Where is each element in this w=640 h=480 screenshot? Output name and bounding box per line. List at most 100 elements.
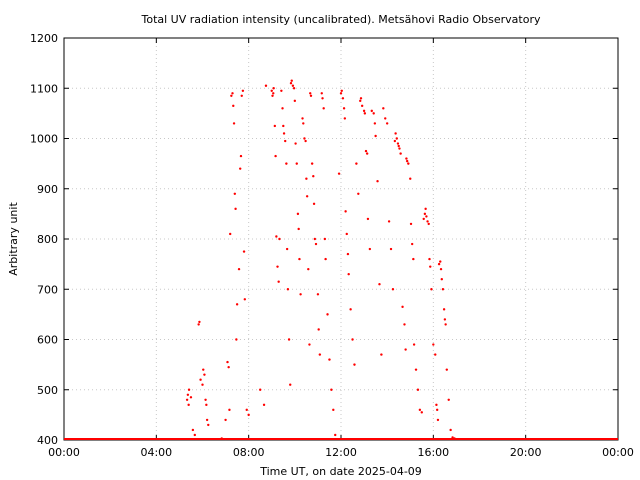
data-point (205, 403, 208, 407)
data-point (427, 222, 430, 226)
data-point (241, 89, 245, 92)
data-point (273, 124, 277, 128)
data-point (277, 280, 280, 283)
data-point (378, 283, 381, 286)
data-point (353, 363, 356, 366)
data-point (207, 423, 210, 427)
data-point (351, 338, 354, 341)
data-point (437, 262, 441, 266)
data-point (312, 202, 316, 206)
y-tick-label: 700 (37, 283, 58, 296)
data-point (289, 383, 292, 386)
x-tick-label: 20:00 (510, 446, 542, 459)
data-point (404, 348, 407, 351)
data-point (198, 320, 201, 324)
data-point (245, 408, 248, 412)
data-point (187, 403, 190, 407)
data-point (301, 117, 304, 120)
data-point (224, 418, 227, 422)
data-point (296, 212, 300, 216)
data-point (305, 177, 308, 180)
data-point (425, 215, 428, 218)
data-point (453, 437, 456, 440)
data-point (232, 104, 235, 108)
data-point (204, 398, 207, 401)
data-point (240, 94, 243, 97)
data-point (362, 109, 366, 113)
data-point (186, 393, 190, 396)
data-point (440, 278, 443, 281)
data-point (318, 353, 322, 356)
data-point (312, 174, 315, 178)
y-tick-label: 800 (37, 233, 58, 246)
data-point (197, 323, 200, 326)
data-point (435, 408, 439, 412)
data-point (382, 107, 385, 110)
data-point (397, 144, 400, 148)
data-point (203, 373, 206, 376)
data-point (289, 82, 293, 85)
data-point (322, 107, 325, 110)
data-point (239, 167, 242, 170)
data-point (442, 308, 446, 311)
data-point (271, 94, 274, 97)
data-point (384, 117, 387, 120)
data-point (360, 104, 364, 108)
data-point (372, 112, 375, 115)
data-point (357, 192, 360, 195)
data-marks (64, 79, 618, 440)
data-point (282, 132, 286, 135)
data-point (189, 396, 193, 399)
data-point (416, 388, 420, 391)
data-point (304, 139, 307, 143)
x-axis-label: Time UT, on date 2025-04-09 (259, 465, 422, 478)
data-point (310, 162, 314, 165)
data-point (302, 122, 305, 125)
data-point (401, 305, 404, 309)
grid (64, 38, 618, 440)
x-tick-label: 16:00 (417, 446, 449, 459)
x-tick-label: 00:00 (602, 446, 634, 459)
data-point (234, 207, 237, 211)
data-point (439, 267, 443, 271)
data-point (445, 368, 448, 371)
data-point (281, 107, 284, 110)
data-point (385, 122, 389, 125)
data-point (373, 122, 377, 125)
data-point (447, 398, 450, 401)
data-point (418, 408, 422, 412)
data-point (278, 237, 281, 241)
data-point (444, 323, 447, 326)
data-point (239, 154, 243, 158)
data-point (193, 433, 197, 437)
data-point (287, 338, 291, 341)
data-point (342, 107, 346, 110)
y-tick-label: 1200 (30, 32, 58, 45)
data-point (326, 313, 329, 316)
data-point (205, 418, 209, 422)
y-tick-label: 600 (37, 334, 58, 347)
data-point (451, 436, 454, 439)
data-point (259, 388, 262, 391)
data-point (414, 368, 418, 371)
data-point (280, 89, 283, 92)
data-point (272, 87, 275, 90)
data-point (275, 235, 278, 238)
data-point (247, 413, 250, 417)
data-point (405, 159, 409, 163)
data-point (303, 137, 306, 140)
data-point (334, 433, 337, 437)
data-point (430, 288, 433, 291)
data-point (395, 137, 398, 140)
data-point (346, 252, 350, 256)
data-point (314, 242, 318, 246)
data-point (365, 152, 369, 155)
data-point (292, 87, 296, 90)
data-point (226, 360, 229, 364)
data-point (441, 288, 445, 291)
data-point (307, 267, 310, 271)
data-point (298, 257, 301, 261)
data-point (376, 180, 379, 183)
data-point (391, 288, 395, 291)
data-point (436, 418, 440, 422)
